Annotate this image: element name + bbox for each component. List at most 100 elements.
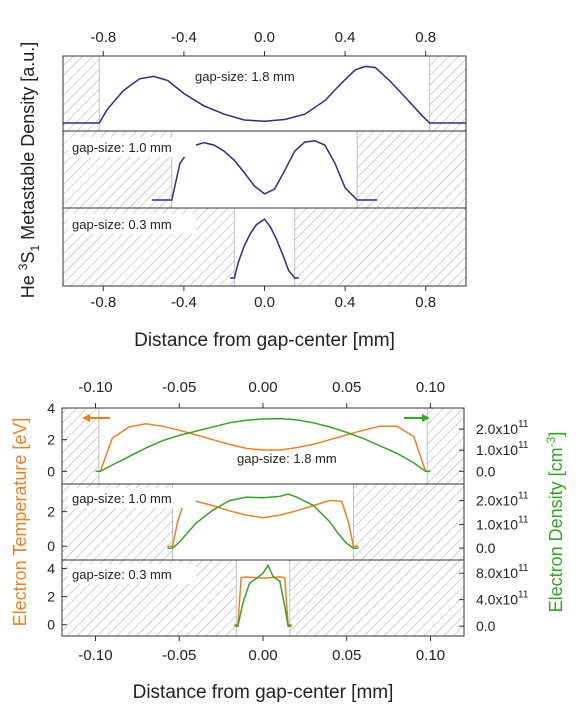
y-axis-label-part: Metastable Density [a.u.] xyxy=(18,42,38,245)
right-tick-exponent: 11 xyxy=(518,419,529,430)
metastable-series-line xyxy=(63,65,466,124)
right-tick-label: 1.0x1011 xyxy=(476,514,529,532)
right-tick-label: 8.0x1011 xyxy=(476,563,529,581)
panel-label: gap-size: 0.3 mm xyxy=(72,567,172,582)
y-axis-label-part: S xyxy=(18,252,38,264)
bottom-tick-label: 0.10 xyxy=(416,647,445,664)
right-tick-label: 1.0x1011 xyxy=(476,440,529,458)
y-axis-label-part: 1 xyxy=(28,245,42,252)
right-tick-label: 0.0 xyxy=(476,618,496,634)
bottom-tick-label: 0.00 xyxy=(248,647,277,664)
hatch-region-right xyxy=(427,408,464,484)
right-tick-mantissa: 8.0x10 xyxy=(476,565,518,581)
hatch-region-left xyxy=(63,56,100,131)
bottom-tick-label: -0.10 xyxy=(78,647,112,664)
right-tick-mantissa: 2.0x10 xyxy=(476,421,518,437)
left-tick-label: 4 xyxy=(47,400,55,416)
right-tick-mantissa: 0.0 xyxy=(476,540,496,556)
panel-frame xyxy=(62,55,467,132)
hatch-region-right xyxy=(353,484,464,560)
y-axis-label-part: 3 xyxy=(16,263,30,270)
left-tick-label: 2 xyxy=(47,589,55,605)
bottom-tick-label: -0.4 xyxy=(171,294,197,311)
hatch-region-left xyxy=(62,408,99,484)
bottom-tick-label: -0.05 xyxy=(162,647,196,664)
temperature-series-line xyxy=(95,423,431,473)
left-y-axis-label: Electron Temperature [eV] xyxy=(10,418,30,627)
panel-label-bg xyxy=(68,137,196,157)
density-series-line xyxy=(234,563,292,627)
top-tick-label: 0.4 xyxy=(335,29,356,46)
top-tick-label: 0.00 xyxy=(248,379,277,396)
metastable-panel-3: gap-size: 0.3 mm xyxy=(62,207,467,287)
panel-label: gap-size: 1.0 mm xyxy=(72,491,172,506)
left-tick-label: 0 xyxy=(47,538,55,554)
panel-label-bg xyxy=(68,214,196,234)
right-tick-mantissa: 0.0 xyxy=(476,463,496,479)
temperature-arrow-head xyxy=(82,414,90,422)
density-series-line xyxy=(95,417,431,473)
y-axis-label: He 3S1 Metastable Density [a.u.] xyxy=(16,42,42,299)
right-tick-mantissa: 1.0x10 xyxy=(476,442,518,458)
top-tick-label: 0.10 xyxy=(416,379,445,396)
right-tick-label: 0.0 xyxy=(476,463,496,479)
hatch-region-right xyxy=(429,56,466,131)
x-axis-label: Distance from gap-center [mm] xyxy=(133,682,394,703)
bottom-tick-label: 0.05 xyxy=(332,647,361,664)
hatch-region-right xyxy=(357,131,466,208)
left-tick-label: 0 xyxy=(47,463,55,479)
metastable-panel-1: gap-size: 1.8 mm xyxy=(62,55,467,132)
bottom-tick-label: -0.8 xyxy=(90,294,116,311)
panel-label-bg xyxy=(68,488,196,508)
bottom-tick-label: 0.8 xyxy=(415,294,436,311)
panel-label: gap-size: 1.8 mm xyxy=(237,451,337,466)
right-tick-exponent: 11 xyxy=(518,491,529,502)
panel-label: gap-size: 1.8 mm xyxy=(195,69,295,84)
right-tick-mantissa: 2.0x10 xyxy=(476,493,518,509)
top-tick-label: -0.10 xyxy=(78,379,112,396)
right-tick-mantissa: 0.0 xyxy=(476,618,496,634)
left-tick-label: 0 xyxy=(47,617,55,633)
left-tick-label: 4 xyxy=(47,560,55,576)
metastable-series-line xyxy=(230,218,299,279)
right-tick-mantissa: 1.0x10 xyxy=(476,516,518,532)
hatch-region-right xyxy=(289,560,464,636)
temperature-series-line xyxy=(167,499,359,547)
x-axis-label: Distance from gap-center [mm] xyxy=(134,330,395,351)
y-axis-label-part: He xyxy=(18,270,38,298)
temperature-series-line xyxy=(234,576,292,626)
right-tick-exponent: 11 xyxy=(518,514,529,525)
density-series-line xyxy=(167,493,359,549)
panel-label: gap-size: 1.0 mm xyxy=(72,140,172,155)
right-y-axis-label: Electron Density [cm-3] xyxy=(544,432,566,613)
left-tick-label: 2 xyxy=(47,504,55,520)
right-tick-label: 2.0x1011 xyxy=(476,419,529,437)
right-y-axis-label-part: ] xyxy=(546,432,566,437)
bottom-tick-label: 0.4 xyxy=(335,294,356,311)
hatch-region-right xyxy=(294,208,466,286)
right-tick-label: 0.0 xyxy=(476,540,496,556)
top-tick-label: 0.0 xyxy=(254,29,275,46)
bottom-tick-label: 0.0 xyxy=(254,294,275,311)
right-tick-exponent: 11 xyxy=(518,590,529,601)
right-tick-label: 2.0x1011 xyxy=(476,491,529,509)
top-tick-label: -0.4 xyxy=(171,29,197,46)
left-tick-label: 2 xyxy=(47,432,55,448)
top-tick-label: 0.05 xyxy=(332,379,361,396)
right-tick-exponent: 11 xyxy=(518,440,529,451)
panel-label-bg xyxy=(68,564,196,584)
top-tick-label: 0.8 xyxy=(415,29,436,46)
panel-label: gap-size: 0.3 mm xyxy=(72,217,172,232)
right-tick-exponent: 11 xyxy=(518,563,529,574)
right-y-axis-label-part: Electron Density [cm xyxy=(546,447,566,612)
metastable-panel-2: gap-size: 1.0 mm xyxy=(62,130,467,209)
density-arrow-head xyxy=(422,414,430,422)
top-tick-label: -0.8 xyxy=(90,29,116,46)
right-y-axis-label-part: -3 xyxy=(544,436,558,447)
right-tick-mantissa: 4.0x10 xyxy=(476,592,518,608)
top-tick-label: -0.05 xyxy=(162,379,196,396)
